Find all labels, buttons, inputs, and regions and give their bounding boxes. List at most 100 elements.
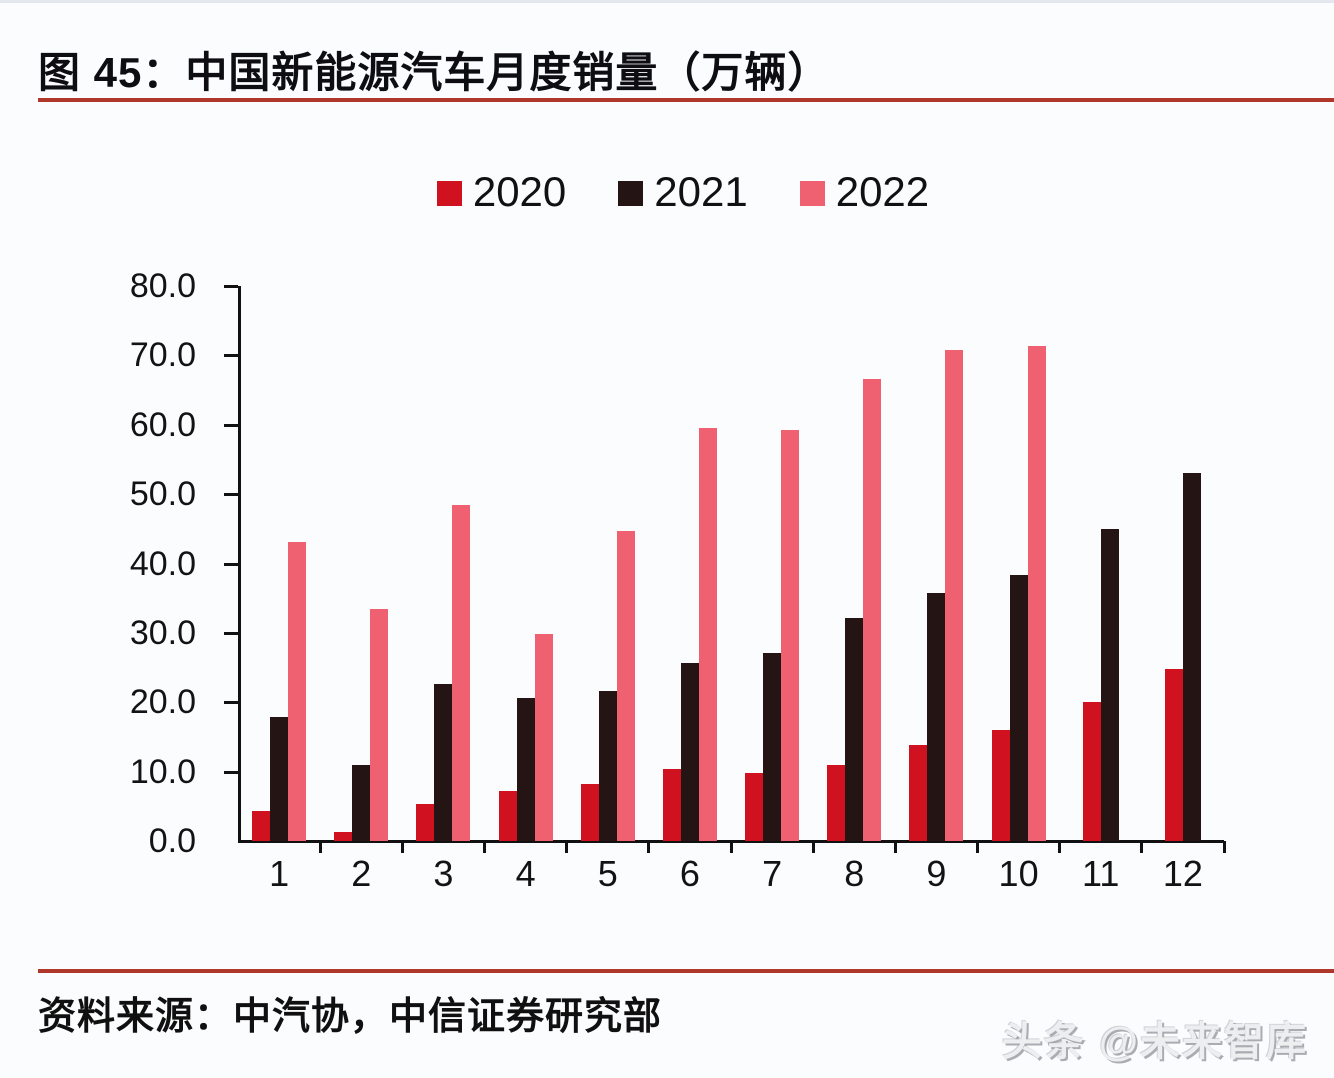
legend-item-2022: 2022 xyxy=(799,168,930,215)
bar-group-month-3 xyxy=(402,286,484,841)
legend-label-2021: 2021 xyxy=(654,168,748,215)
legend-label-2022: 2022 xyxy=(835,168,930,215)
bar-2021-month-12 xyxy=(1182,472,1201,841)
x-tick-8 xyxy=(893,841,897,853)
y-tick-label-70.0: 70.0 xyxy=(129,336,196,375)
x-tick-label-2: 2 xyxy=(351,853,372,894)
x-tick-11 xyxy=(1140,841,1144,853)
bar-group-month-1 xyxy=(238,286,320,841)
x-tick-7 xyxy=(811,841,815,853)
bar-2020-month-12 xyxy=(1164,668,1183,841)
bar-2022-month-7 xyxy=(781,429,800,841)
bar-2020-month-4 xyxy=(498,791,517,841)
y-tick-20.0 xyxy=(224,701,238,705)
x-tick-12 xyxy=(1222,841,1226,853)
y-tick-label-10.0: 10.0 xyxy=(129,752,196,791)
x-tick-label-11: 11 xyxy=(1082,853,1120,894)
bar-2021-month-4 xyxy=(516,698,535,841)
x-tick-9 xyxy=(976,841,979,853)
x-tick-label-5: 5 xyxy=(597,853,618,894)
y-tick-50.0 xyxy=(224,493,238,497)
x-tick-label-7: 7 xyxy=(762,853,783,894)
bar-2022-month-1 xyxy=(288,542,307,841)
footer-divider-line xyxy=(38,969,1334,973)
bar-2020-month-6 xyxy=(662,768,681,841)
bar-2020-month-1 xyxy=(252,810,271,841)
legend-swatch-2022 xyxy=(799,181,825,206)
bar-2021-month-8 xyxy=(845,618,864,841)
legend-swatch-2020 xyxy=(436,181,462,206)
bar-group-month-4 xyxy=(485,286,567,841)
x-tick-label-1: 1 xyxy=(269,853,290,894)
y-tick-label-80.0: 80.0 xyxy=(129,267,196,305)
bar-group-month-9 xyxy=(895,286,977,841)
figure-title: 图 45：中国新能源汽车月度销量（万辆） xyxy=(38,49,831,96)
bar-2022-month-2 xyxy=(370,609,389,841)
bar-2022-month-10 xyxy=(1027,345,1046,841)
y-tick-label-60.0: 60.0 xyxy=(129,405,196,444)
bar-2021-month-6 xyxy=(680,663,699,841)
bar-2022-month-9 xyxy=(945,349,964,841)
y-tick-40.0 xyxy=(224,562,238,566)
bar-2021-month-10 xyxy=(1009,575,1028,841)
bar-2020-month-10 xyxy=(991,730,1010,841)
bar-2021-month-1 xyxy=(270,716,289,841)
x-tick-label-12: 12 xyxy=(1162,853,1203,894)
x-tick-3 xyxy=(483,841,486,853)
bar-2022-month-8 xyxy=(863,379,882,841)
bar-group-month-6 xyxy=(649,286,731,841)
y-tick-label-40.0: 40.0 xyxy=(129,544,196,583)
x-tick-label-6: 6 xyxy=(679,853,700,894)
bar-2020-month-3 xyxy=(416,804,435,841)
bar-2020-month-5 xyxy=(580,784,599,841)
x-tick-10 xyxy=(1058,841,1062,853)
x-tick-label-4: 4 xyxy=(515,853,536,894)
x-tick-5 xyxy=(647,841,651,853)
y-tick-60.0 xyxy=(224,423,238,427)
y-tick-label-20.0: 20.0 xyxy=(129,683,196,722)
bar-group-month-8 xyxy=(813,286,895,841)
y-tick-70.0 xyxy=(224,354,238,358)
bar-chart-plot-area: 1 2 3 4 5 6 7 8 9 10 11 12 xyxy=(224,285,1226,893)
bar-2022-month-4 xyxy=(534,633,553,841)
x-tick-label-3: 3 xyxy=(433,853,454,894)
bar-2021-month-2 xyxy=(352,764,371,841)
x-tick-2 xyxy=(400,841,404,853)
x-tick-label-10: 10 xyxy=(998,853,1039,894)
bar-2021-month-3 xyxy=(434,684,453,841)
title-divider-line xyxy=(38,98,1334,102)
y-tick-10.0 xyxy=(224,770,238,774)
bar-group-month-7 xyxy=(731,286,813,841)
bar-group-month-11 xyxy=(1060,286,1142,841)
source-note: 资料来源：中汽协，中信证券研究部 xyxy=(38,996,663,1038)
bar-2021-month-5 xyxy=(598,690,617,841)
bar-group-month-5 xyxy=(567,286,649,841)
legend-item-2021: 2021 xyxy=(618,168,748,215)
x-tick-1 xyxy=(318,841,322,853)
y-axis-line xyxy=(238,286,241,841)
bar-group-month-2 xyxy=(320,286,402,841)
bar-2020-month-7 xyxy=(745,773,764,841)
bar-group-month-10 xyxy=(978,286,1060,841)
y-tick-80.0 xyxy=(224,285,238,288)
y-tick-label-0.0: 0.0 xyxy=(148,822,196,860)
legend-item-2020: 2020 xyxy=(436,168,567,215)
bar-2020-month-8 xyxy=(827,765,846,841)
bar-2020-month-9 xyxy=(909,745,928,841)
legend-label-2020: 2020 xyxy=(472,168,567,215)
legend-swatch-2021 xyxy=(618,181,644,206)
bar-2020-month-11 xyxy=(1082,702,1101,841)
bar-2021-month-11 xyxy=(1100,528,1119,841)
bar-2021-month-9 xyxy=(927,593,946,841)
x-tick-4 xyxy=(565,841,569,853)
bar-2020-month-2 xyxy=(334,832,353,841)
x-tick-6 xyxy=(729,841,733,853)
y-tick-label-50.0: 50.0 xyxy=(129,475,196,514)
x-tick-label-8: 8 xyxy=(844,853,865,894)
bar-2022-month-3 xyxy=(452,505,471,841)
chart-legend: 2020 2021 2022 xyxy=(16,171,1334,213)
bar-group-month-12 xyxy=(1142,286,1224,841)
bar-2021-month-7 xyxy=(763,653,782,841)
watermark: 头条 @未来智库 xyxy=(1001,1020,1308,1064)
